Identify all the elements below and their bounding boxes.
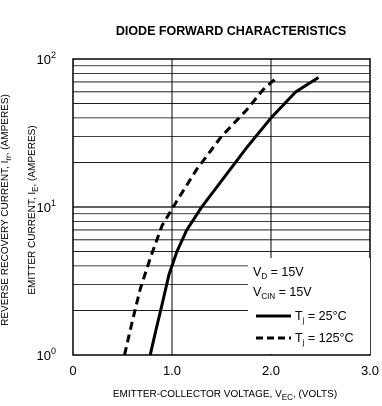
- y-tick-label: 100: [37, 346, 56, 363]
- x-tick-label: 3.0: [361, 363, 379, 378]
- legend-label: Tj = 25°C: [295, 309, 347, 325]
- chart-title: DIODE FORWARD CHARACTERISTICS: [116, 24, 346, 38]
- plot-grid: [73, 59, 370, 355]
- y-tick-label: 101: [37, 198, 56, 215]
- tick-labels: 0 1.0 2.0 3.0 100 101 102: [37, 50, 380, 378]
- x-axis-label: EMITTER-COLLECTOR VOLTAGE, VEC, (VOLTS): [113, 389, 337, 402]
- y-tick-label: 102: [37, 50, 56, 67]
- series-line-125c: [123, 76, 278, 356]
- legend-label: Tj = 125°C: [295, 331, 354, 347]
- plot-frame: [72, 58, 371, 356]
- legend-condition: VD = 15V: [253, 265, 304, 281]
- x-tick-label: 1.0: [163, 363, 181, 378]
- series-line-25c: [148, 76, 320, 356]
- x-tick-label: 2.0: [262, 363, 280, 378]
- legend-condition: VCIN = 15V: [253, 285, 312, 301]
- legend: VD = 15V VCIN = 15V Tj = 25°C Tj = 125°C: [248, 258, 370, 354]
- y-axis-label: EMITTER CURRENT, IE, (AMPERES): [27, 125, 40, 294]
- x-tick-label: 0: [69, 363, 76, 378]
- y-axis-label-secondary: REVERSE RECOVERY CURRENT, Irr, (AMPERES): [0, 94, 13, 326]
- plot-curves: [123, 76, 320, 356]
